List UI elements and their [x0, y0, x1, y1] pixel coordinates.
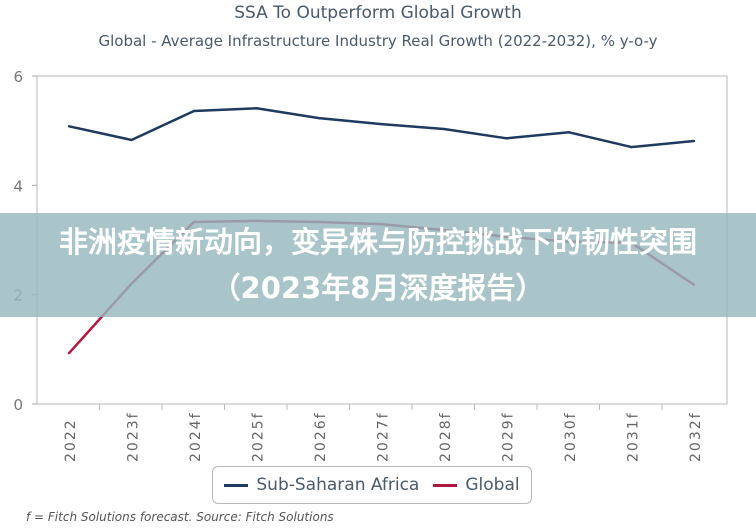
data-point	[692, 139, 696, 143]
data-point	[442, 127, 446, 131]
legend-item-global: Global	[433, 475, 520, 495]
source-footnote: f = Fitch Solutions forecast. Source: Fi…	[26, 510, 334, 524]
legend-swatch-global	[433, 483, 458, 487]
x-tick-label: 2029f	[501, 411, 517, 462]
data-point	[67, 351, 71, 355]
data-point	[567, 131, 571, 134]
chart-subtitle: Global - Average Infrastructure Industry…	[98, 32, 658, 50]
legend: Sub-Saharan Africa Global	[212, 466, 532, 504]
x-tick-label: 2026f	[313, 411, 329, 462]
data-point	[317, 116, 321, 120]
legend-label-global: Global	[465, 475, 520, 495]
banner-headline: 非洲疫情新动向，变异株与防控挑战下的韧性突围（2023年8月深度报告）	[58, 225, 697, 305]
x-tick-label: 2028f	[438, 411, 454, 462]
line-chart: 024620222023f2024f2025f2026f2027f2028f20…	[13, 68, 728, 462]
x-tick-label: 2025f	[251, 411, 267, 462]
data-point	[630, 145, 633, 149]
legend-item-ssa: Sub-Saharan Africa	[224, 475, 419, 495]
data-point	[505, 137, 508, 140]
x-tick-label: 2030f	[563, 411, 579, 462]
y-tick-label: 6	[13, 68, 23, 86]
legend-swatch-ssa	[224, 483, 249, 487]
chart-title: SSA To Outperform Global Growth	[234, 3, 522, 23]
y-tick-label: 0	[13, 396, 23, 414]
y-tick-label: 4	[13, 177, 23, 195]
x-tick-label: 2022	[63, 418, 79, 462]
data-point	[67, 125, 71, 128]
x-tick-label: 2024f	[188, 411, 204, 462]
overlay-banner: 非洲疫情新动向，变异株与防控挑战下的韧性突围（2023年8月深度报告）	[0, 213, 756, 317]
x-tick-label: 2023f	[126, 411, 142, 462]
x-tick-label: 2031f	[626, 411, 642, 462]
legend-label-ssa: Sub-Saharan Africa	[256, 475, 420, 495]
series-line-ssa	[68, 107, 695, 149]
x-tick-label: 2027f	[376, 411, 392, 462]
data-point	[380, 122, 383, 126]
data-point	[255, 107, 258, 110]
data-point	[192, 109, 196, 113]
data-point	[130, 138, 133, 142]
x-tick-label: 2032f	[688, 411, 704, 462]
